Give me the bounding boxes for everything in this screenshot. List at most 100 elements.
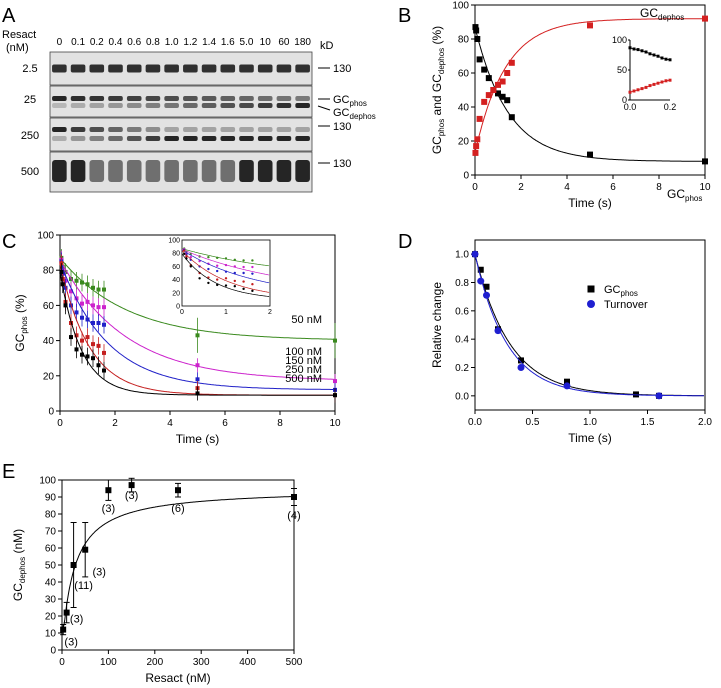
blot-band <box>276 136 292 141</box>
blot-band <box>164 64 179 73</box>
x-tick-label: 2.0 <box>698 417 712 428</box>
gc-dephos-blot-label: GCdephos <box>333 107 376 121</box>
data-point-phos <box>495 90 501 97</box>
blot-band <box>52 160 67 182</box>
blot-band <box>145 103 161 108</box>
data-point <box>91 303 95 308</box>
blot-band <box>70 127 86 132</box>
y-tick-label: 0.8 <box>455 278 469 289</box>
y-tick-label: 80 <box>43 266 55 277</box>
plot-frame <box>474 4 706 176</box>
inset-point <box>189 255 192 259</box>
inset-point <box>207 255 210 259</box>
inset-curve <box>181 253 270 297</box>
data-point <box>96 343 101 348</box>
blot-band <box>183 136 198 141</box>
x-tick-label: 6 <box>222 418 228 429</box>
inset-point <box>233 279 236 283</box>
blot-band <box>89 136 105 141</box>
data-point <box>102 287 106 292</box>
y-tick-label: 0.4 <box>455 335 469 346</box>
blot-band <box>145 136 161 141</box>
inset-point <box>183 249 186 252</box>
y-tick-label: 100 <box>37 231 54 242</box>
blot-strips <box>49 51 313 193</box>
n-label: (3) <box>125 490 138 502</box>
y-axis-label-part: GC <box>11 583 25 601</box>
inset-point <box>242 271 245 275</box>
x-tick-label: 0 <box>472 182 478 193</box>
inset-y-tick-label: 60 <box>172 264 180 271</box>
data-point <box>85 317 90 322</box>
y-tick-label: 40 <box>458 103 470 114</box>
blot-band <box>70 160 86 182</box>
blot-band <box>257 160 273 182</box>
blot-band <box>108 103 123 108</box>
blot-band <box>108 64 123 73</box>
inset-x-tick-label: 0.2 <box>664 102 677 112</box>
legend-marker-turnover <box>587 300 595 308</box>
blot-band <box>89 64 105 73</box>
blot-band <box>295 64 310 73</box>
data-point-dephos <box>702 15 708 22</box>
series-label-dephos: GCdephos <box>640 6 684 22</box>
y-tick-label: 80 <box>458 35 470 46</box>
y-tick-label: 40 <box>43 336 55 347</box>
panel-label-d: D <box>398 231 412 253</box>
blot-band <box>164 136 179 141</box>
data-point <box>74 278 79 283</box>
blot-band <box>201 64 217 73</box>
n-label: (11) <box>74 580 93 592</box>
x-tick-label: 2 <box>518 182 524 193</box>
fit-curve-phos <box>474 26 704 162</box>
inset-y-tick-label: 80 <box>172 251 180 258</box>
inset-point <box>251 259 254 262</box>
blot-band <box>145 127 161 132</box>
panel-label-e: E <box>2 461 15 483</box>
y-tick-label: 0 <box>463 171 469 182</box>
blot-band <box>164 127 179 132</box>
data-point <box>91 356 95 361</box>
data-point-dephos <box>481 98 488 105</box>
blot-band <box>239 127 254 132</box>
gc-phos-blot-label: GCphos <box>333 94 367 108</box>
inset-point <box>189 265 192 268</box>
label-part: GC <box>667 187 685 201</box>
y-tick-label: 90 <box>45 493 57 504</box>
data-point <box>195 333 200 338</box>
fit-curve <box>59 257 334 340</box>
blot-row-label: 2.5 <box>22 63 37 75</box>
inset-x-tick-label: 2 <box>268 309 272 316</box>
blot-concentration-label: 1.2 <box>183 37 197 48</box>
legend-label-part: GC <box>604 284 621 296</box>
panel-label-a: A <box>2 5 16 27</box>
data-point <box>59 269 64 274</box>
series-label: 150 nM <box>285 355 322 367</box>
blot-band <box>257 136 273 141</box>
blot-concentration-labels: 0 0.1 0.2 0.4 0.6 0.8 1.0 1.2 1.4 1.6 5.0 10 60 180 <box>57 37 312 48</box>
blot-band <box>276 64 292 73</box>
label-part: phos <box>685 194 702 203</box>
inset-curve-phos <box>629 47 671 61</box>
inset-point <box>216 269 219 273</box>
blot-band <box>183 127 198 132</box>
inset-y-tick-label: 40 <box>172 277 180 284</box>
data-point-dephos <box>473 143 480 150</box>
fit-curve <box>474 254 704 397</box>
inset-point <box>242 259 245 262</box>
x-tick-label: 4 <box>167 418 173 429</box>
y-axis-label: Relative change <box>430 282 444 368</box>
inset-point <box>185 257 188 260</box>
data-point-turnover <box>494 327 502 335</box>
blot-strip-1 <box>49 51 313 86</box>
blot-band <box>201 103 217 108</box>
blot-band <box>52 96 67 101</box>
y-tick-label: 0.0 <box>455 391 469 402</box>
n-label: (6) <box>171 503 184 515</box>
y-tick-label: 0 <box>48 407 54 418</box>
inset-point <box>185 255 188 258</box>
data-point <box>74 333 79 338</box>
data-point <box>63 285 68 290</box>
legend-marker-gcphos <box>587 285 595 293</box>
blot-band <box>239 96 254 101</box>
